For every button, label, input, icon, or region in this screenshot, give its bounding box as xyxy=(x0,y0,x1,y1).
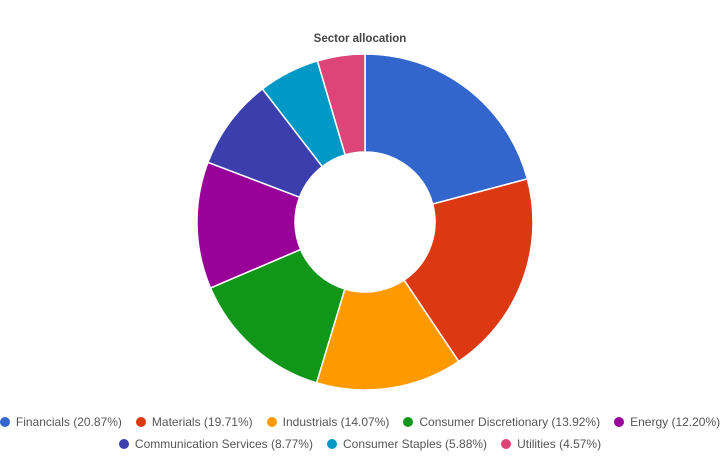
legend-label: Energy (12.20%) xyxy=(630,415,720,429)
legend-item-energy[interactable]: Energy (12.20%) xyxy=(614,415,720,429)
legend-swatch-icon xyxy=(403,417,414,427)
legend-swatch-icon xyxy=(501,439,512,449)
legend-swatch-icon xyxy=(266,417,277,427)
legend-item-financials[interactable]: Financials (20.87%) xyxy=(0,415,122,429)
legend-label: Consumer Staples (5.88%) xyxy=(342,437,488,451)
legend-swatch-icon xyxy=(0,417,10,427)
legend-item-consumer-discretionary[interactable]: Consumer Discretionary (13.92%) xyxy=(403,415,600,429)
legend-item-communication-services[interactable]: Communication Services (8.77%) xyxy=(118,437,313,451)
slice-materials[interactable] xyxy=(402,177,534,363)
legend-item-materials[interactable]: Materials (19.71%) xyxy=(135,415,253,429)
chart-title: Sector allocation xyxy=(313,33,407,45)
legend-label: Communication Services (8.77%) xyxy=(134,437,313,451)
slice-financials[interactable] xyxy=(364,53,529,205)
chart-legend: Financials (20.87%) Materials (19.71%) Ind… xyxy=(0,411,720,455)
legend-label: Industrials (14.07%) xyxy=(282,415,390,429)
legend-label: Consumer Discretionary (13.92%) xyxy=(419,415,601,429)
legend-label: Utilities (4.57%) xyxy=(517,437,602,451)
legend-swatch-icon xyxy=(118,439,129,449)
slice-consumer-discretionary[interactable] xyxy=(209,248,346,384)
legend-item-utilities[interactable]: Utilities (4.57%) xyxy=(501,437,601,451)
legend-swatch-icon xyxy=(326,439,337,449)
legend-row: Financials (20.87%) Materials (19.71%) Ind… xyxy=(0,411,720,433)
legend-label: Financials (20.87%) xyxy=(15,415,122,429)
legend-row: Communication Services (8.77%) Consumer S… xyxy=(0,433,720,455)
slice-utilities[interactable] xyxy=(316,53,366,156)
legend-label: Materials (19.71%) xyxy=(151,415,253,429)
legend-swatch-icon xyxy=(614,417,625,427)
legend-item-consumer-staples[interactable]: Consumer Staples (5.88%) xyxy=(326,437,488,451)
legend-swatch-icon xyxy=(135,417,146,427)
donut-chart xyxy=(196,53,534,391)
legend-item-industrials[interactable]: Industrials (14.07%) xyxy=(266,415,390,429)
slice-industrials[interactable] xyxy=(315,279,460,391)
